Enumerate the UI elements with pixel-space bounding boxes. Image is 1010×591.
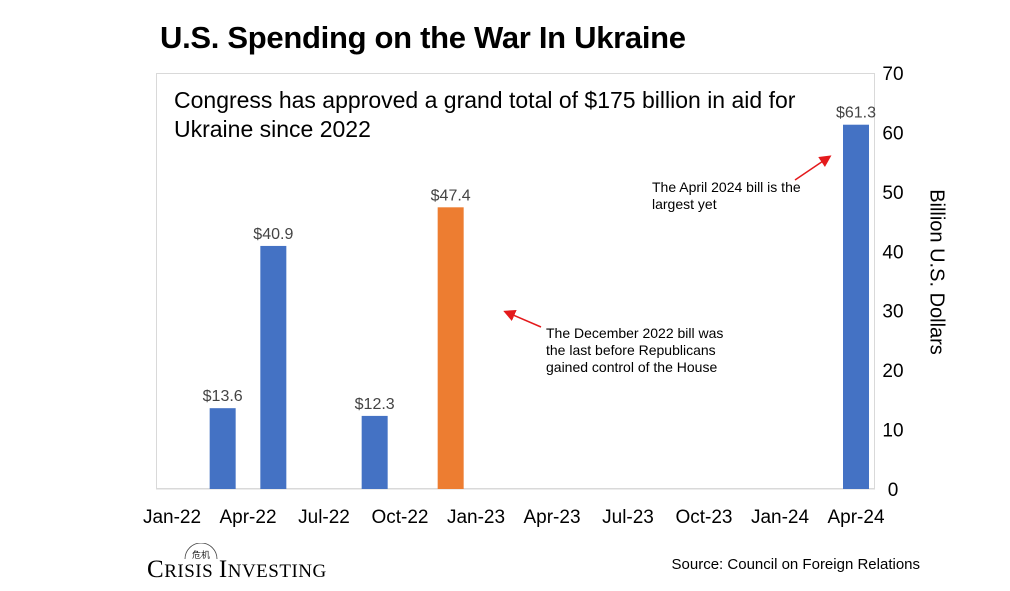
data-label: $13.6 [203, 388, 243, 405]
x-tick-label: Apr-24 [827, 507, 884, 528]
logo-emblem-icon: 危机 [184, 543, 218, 561]
x-tick-label: Jan-24 [751, 507, 810, 528]
chart-subtitle: Congress has approved a grand total of $… [174, 87, 796, 142]
crisis-investing-logo: 危机 CRISIS INVESTING [147, 543, 357, 583]
svg-text:危机: 危机 [192, 549, 210, 561]
y-tick-label: 40 [882, 242, 903, 263]
y-tick-label: 70 [882, 64, 903, 85]
bar [437, 207, 464, 489]
annotation-arrow [794, 155, 832, 181]
y-tick-label: 10 [882, 421, 903, 442]
x-tick-label: Oct-23 [675, 507, 732, 528]
y-tick-label: 0 [888, 480, 899, 501]
annotation-arrow [503, 310, 542, 328]
x-tick-label: Apr-23 [523, 507, 580, 528]
x-tick-label: Jul-22 [298, 507, 350, 528]
data-label: $40.9 [253, 226, 293, 243]
data-label: $12.3 [355, 396, 395, 413]
y-tick-label: 50 [882, 183, 903, 204]
y-axis-title: Billion U.S. Dollars [925, 189, 948, 355]
data-label: $47.4 [431, 187, 471, 204]
y-tick-label: 30 [882, 302, 903, 323]
x-tick-label: Jul-23 [602, 507, 654, 528]
x-tick-label: Apr-22 [219, 507, 276, 528]
bar [209, 408, 236, 489]
page-title: U.S. Spending on the War In Ukraine [160, 20, 686, 55]
bar [260, 245, 287, 489]
bar [361, 415, 388, 489]
source-note: Source: Council on Foreign Relations [671, 556, 920, 573]
bar [843, 124, 869, 490]
annotation-april-2024: The April 2024 bill is the largest yet [652, 179, 801, 212]
data-label: $61.3 [836, 105, 876, 122]
y-tick-label: 20 [882, 361, 903, 382]
x-tick-label: Jan-22 [143, 507, 201, 528]
logo-wordmark: CRISIS INVESTING [147, 556, 327, 583]
annotation-december-2022: The December 2022 bill was the last befo… [546, 325, 724, 375]
x-tick-label: Oct-22 [371, 507, 428, 528]
y-tick-label: 60 [882, 123, 903, 144]
x-tick-label: Jan-23 [447, 507, 505, 528]
